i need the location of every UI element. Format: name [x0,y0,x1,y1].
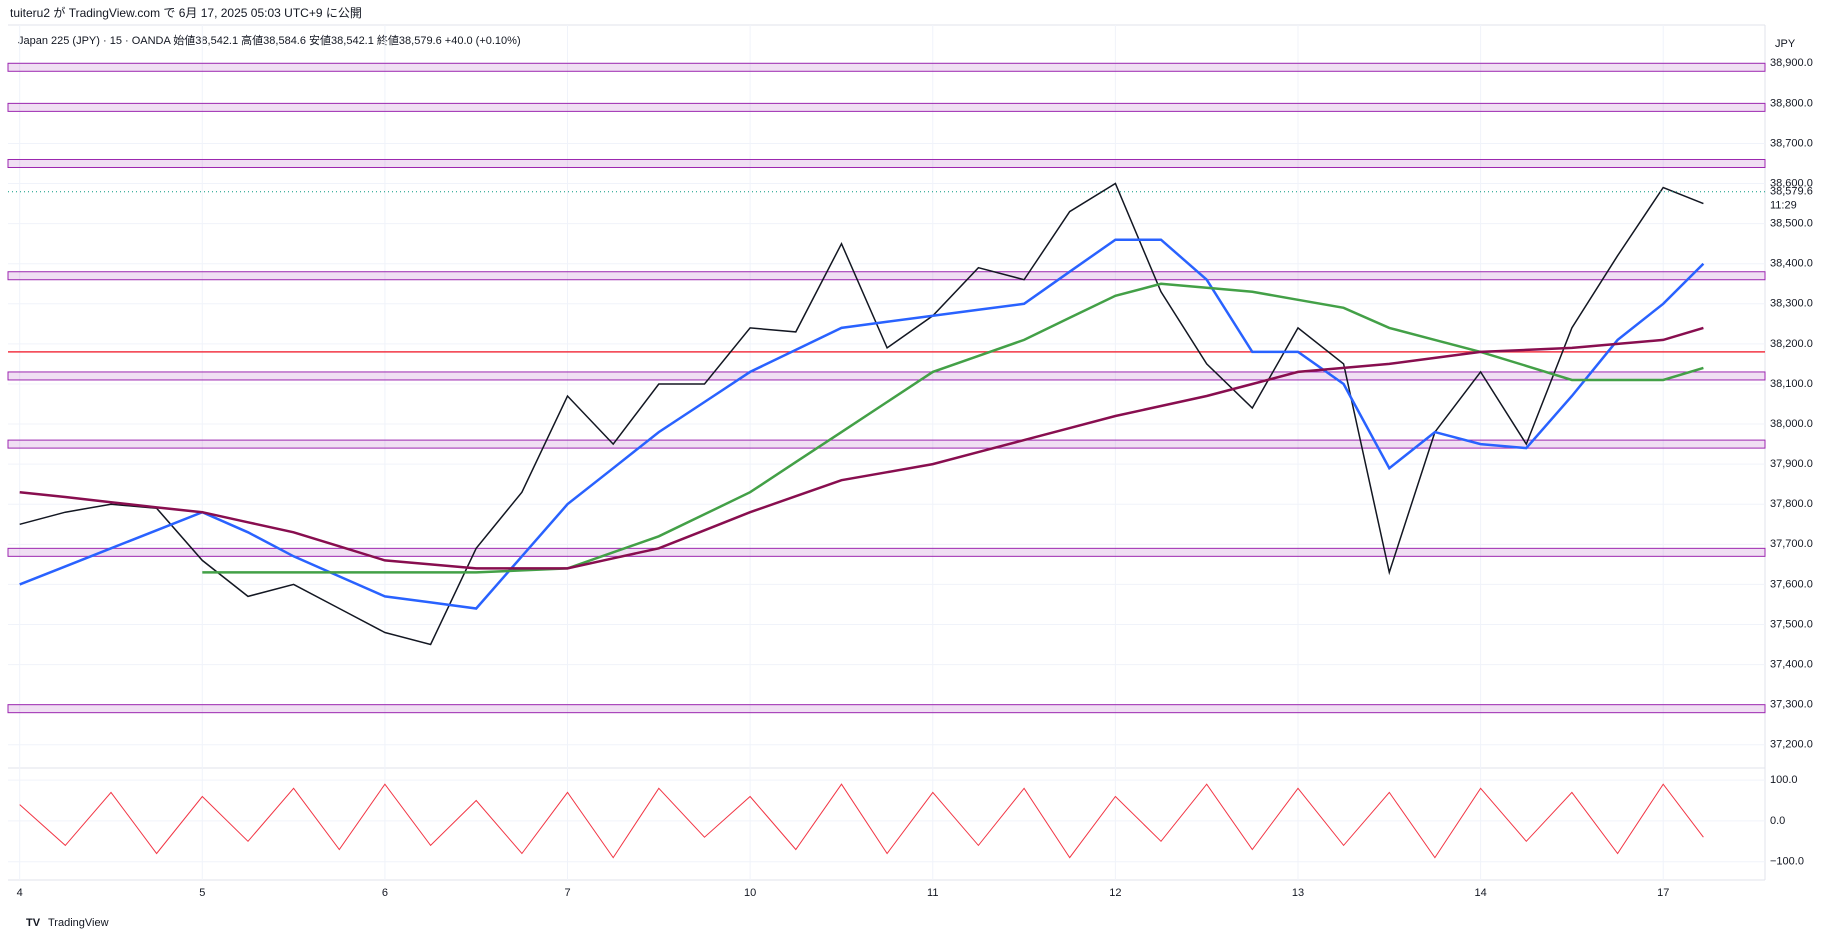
level-band [7,704,1766,714]
level-band [7,158,1766,168]
y-tick-label: 38,000.0 [1770,418,1813,430]
level-band [7,62,1766,72]
y-tick-label: 38,300.0 [1770,298,1813,310]
series-line [19,182,1704,646]
x-tick-label: 11 [927,887,938,899]
y-tick-label: 38,500.0 [1770,218,1813,230]
footer-logo: TV [26,917,41,929]
y-tick-label: 37,900.0 [1770,458,1813,470]
y-tick-label: 37,500.0 [1770,618,1813,630]
y-tick-label: 38,400.0 [1770,258,1813,270]
x-tick-label: 17 [1657,887,1669,899]
y-tick-label: 37,700.0 [1770,538,1813,550]
currency: JPY [1775,38,1796,50]
series-line [202,282,1704,574]
x-tick-label: 14 [1474,887,1486,899]
level-band [7,371,1766,381]
level-band [7,439,1766,449]
y-tick-label: −100.0 [1770,856,1804,868]
y-tick-label: 38,100.0 [1770,378,1813,390]
series-line [19,238,1705,610]
x-tick-label: 10 [744,887,756,899]
chart-subtitle: Japan 225 (JPY) · 15 · OANDA 始値38,542.1 … [18,33,521,47]
level-band [7,102,1766,112]
x-tick-label: 5 [199,887,205,899]
y-tick-label: 38,700.0 [1770,137,1813,149]
level-band [7,547,1766,557]
y-tick-label: 37,200.0 [1770,739,1813,751]
x-tick-label: 4 [17,887,23,899]
y-tick-label: 38,900.0 [1770,57,1813,69]
x-tick-label: 7 [564,887,570,899]
x-tick-label: 6 [382,887,388,899]
series-line [19,326,1704,570]
y-tick-label: 37,600.0 [1770,578,1813,590]
y-tick-label: 0.0 [1770,815,1785,827]
y-tick-label: 37,400.0 [1770,658,1813,670]
footer-brand: TradingView [48,917,109,929]
level-band [7,271,1766,281]
y-tick-label: 38,800.0 [1770,97,1813,109]
last-price-label: 38,579.6 [1770,186,1813,198]
y-tick-label: 38,200.0 [1770,338,1813,350]
countdown: 11:29 [1770,200,1797,212]
series-line [19,783,1704,859]
y-tick-label: 100.0 [1770,774,1798,786]
x-tick-label: 12 [1109,887,1121,899]
y-tick-label: 38,600.0 [1770,177,1813,189]
y-tick-label: 37,800.0 [1770,498,1813,510]
y-tick-label: 37,300.0 [1770,699,1813,711]
x-tick-label: 13 [1292,887,1304,899]
header-title: tuiteru2 が TradingView.com で 6月 17, 2025… [10,5,362,20]
